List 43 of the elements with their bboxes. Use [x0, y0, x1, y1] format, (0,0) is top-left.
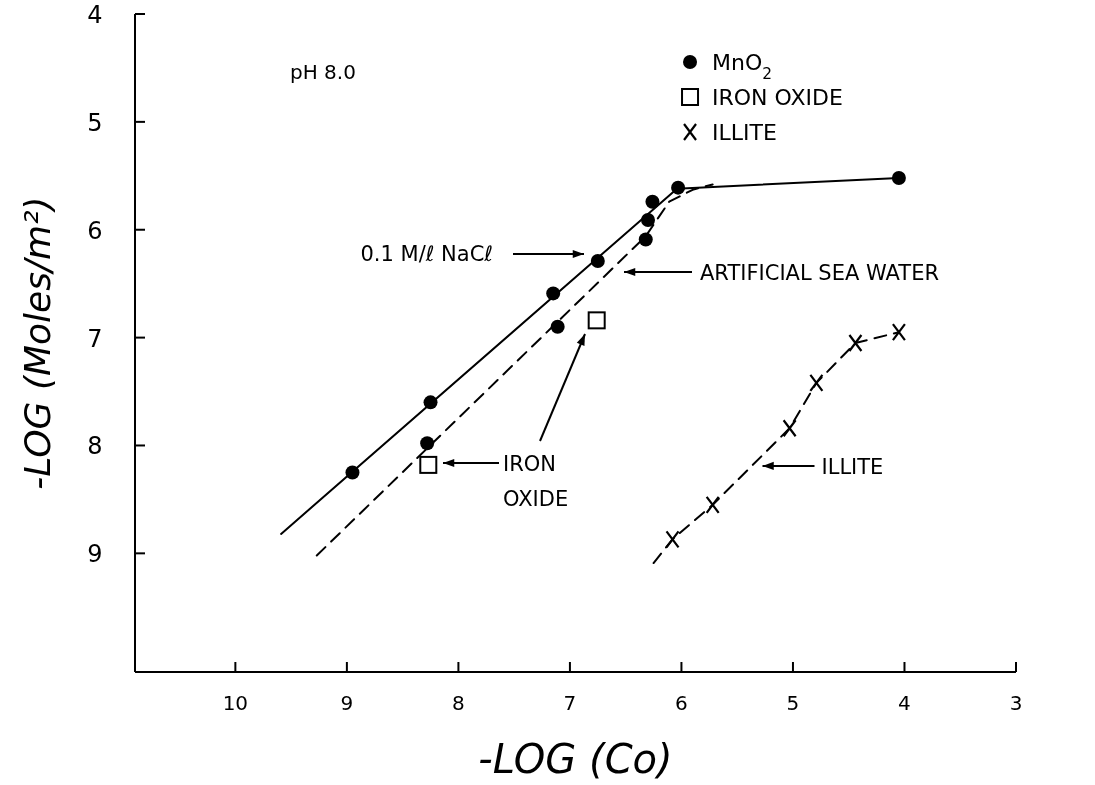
point	[587, 311, 606, 330]
legend-label: IRON OXIDE	[712, 85, 843, 110]
point	[782, 419, 797, 438]
y-tick-label: 4	[87, 1, 103, 29]
x-tick-label: 5	[786, 691, 800, 715]
y-tick-label: 5	[87, 108, 103, 137]
point	[546, 286, 561, 301]
point	[345, 465, 360, 480]
annotation: ILLITE	[821, 454, 884, 479]
x-tick-label: 9	[340, 691, 354, 715]
x-tick-label: 7	[563, 691, 577, 715]
x-tick-label: 3	[1009, 691, 1023, 715]
point	[705, 495, 720, 514]
point	[420, 436, 435, 451]
point	[550, 319, 565, 334]
annotation: pH 8.0	[290, 60, 356, 84]
legend-label: MnO$_{2}$	[712, 50, 773, 83]
y-tick-label: 6	[87, 216, 103, 245]
y-tick-label: 9	[87, 540, 103, 569]
annotation: IRON OXIDE	[503, 452, 569, 511]
y-tick-label: 7	[87, 324, 103, 353]
point	[645, 194, 660, 209]
point	[419, 455, 438, 474]
x-tick-label: 8	[452, 691, 465, 715]
point	[891, 323, 907, 342]
point	[891, 170, 906, 185]
annotation: 0.1 M/ℓ NaCℓ	[360, 242, 493, 266]
y-axis-title: -LOG (Moles/m²)	[17, 196, 58, 490]
point	[590, 254, 605, 269]
legend-label: ILLITE	[712, 120, 777, 145]
point	[671, 180, 686, 195]
x-tick-label: 4	[898, 691, 911, 715]
point	[638, 232, 653, 247]
x-axis-title: -LOG (Co)	[478, 736, 673, 782]
point	[848, 333, 863, 353]
point	[640, 213, 655, 228]
point	[809, 373, 824, 393]
y-tick-label: 8	[87, 432, 103, 461]
point	[423, 395, 438, 410]
x-tick-label: 6	[675, 691, 688, 715]
point	[665, 530, 680, 549]
x-tick-label: 10	[222, 691, 249, 715]
annotation: ARTIFICIAL SEA WATER	[700, 261, 939, 285]
